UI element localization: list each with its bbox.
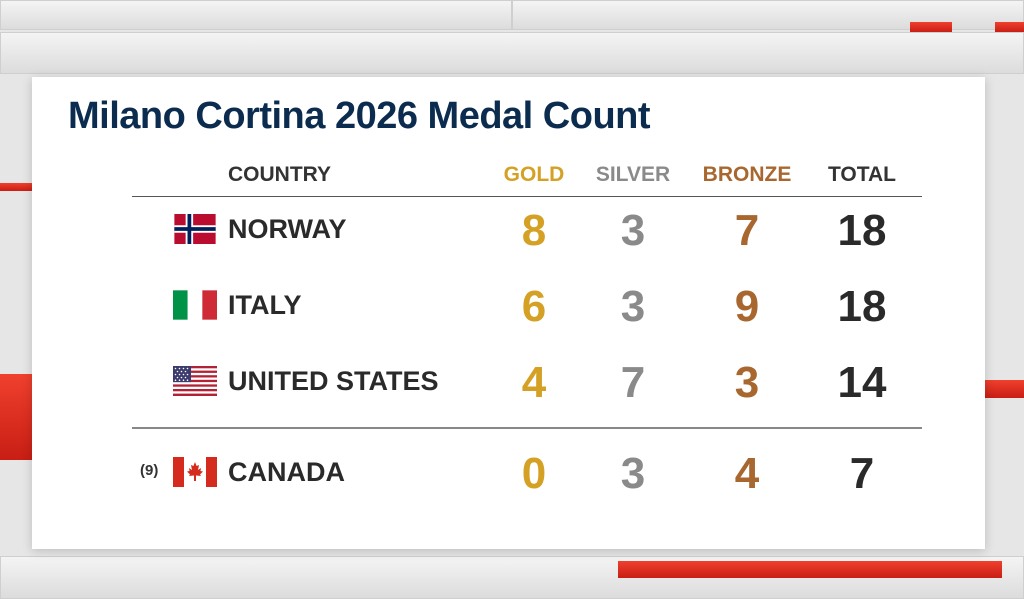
column-header-silver: SILVER — [588, 163, 678, 187]
total-count: 7 — [822, 449, 902, 499]
table-row: ITALY 6 3 9 18 — [32, 276, 985, 336]
country-name: UNITED STATES — [228, 366, 439, 397]
column-header-country: COUNTRY — [228, 163, 348, 187]
canada-flag-icon — [173, 457, 217, 487]
gold-count: 6 — [494, 282, 574, 332]
silver-count: 3 — [593, 206, 673, 256]
bronze-count: 4 — [707, 449, 787, 499]
column-header-gold: GOLD — [494, 163, 574, 187]
background-panel-top — [0, 0, 512, 30]
country-name: CANADA — [228, 457, 345, 488]
total-count: 18 — [822, 206, 902, 256]
table-row: UNITED STATES 4 7 3 14 — [32, 352, 985, 412]
section-divider — [132, 427, 922, 429]
background-panel-band — [0, 32, 1024, 74]
total-count: 14 — [822, 358, 902, 408]
usa-flag-icon — [173, 366, 217, 396]
total-count: 18 — [822, 282, 902, 332]
header-divider — [132, 196, 922, 197]
silver-count: 7 — [593, 358, 673, 408]
norway-flag-icon — [173, 214, 217, 244]
gold-count: 8 — [494, 206, 574, 256]
bronze-count: 3 — [707, 358, 787, 408]
country-name: ITALY — [228, 290, 302, 321]
table-row: (9) CANADA 0 3 4 7 — [32, 443, 985, 503]
background-red-accent — [985, 380, 1024, 398]
page-title: Milano Cortina 2026 Medal Count — [68, 95, 650, 138]
gold-count: 4 — [494, 358, 574, 408]
bronze-count: 9 — [707, 282, 787, 332]
table-row: NORWAY 8 3 7 18 — [32, 200, 985, 260]
silver-count: 3 — [593, 282, 673, 332]
gold-count: 0 — [494, 449, 574, 499]
bronze-count: 7 — [707, 206, 787, 256]
medal-count-card: Milano Cortina 2026 Medal Count COUNTRY … — [32, 77, 985, 549]
background-red-accent — [0, 183, 32, 191]
italy-flag-icon — [173, 290, 217, 320]
country-name: NORWAY — [228, 214, 347, 245]
silver-count: 3 — [593, 449, 673, 499]
background-red-bar — [618, 561, 1002, 578]
background-red-accent — [910, 22, 952, 32]
background-red-accent — [995, 22, 1024, 32]
column-header-total: TOTAL — [814, 163, 910, 187]
background-red-accent — [0, 374, 32, 460]
column-header-bronze: BRONZE — [695, 163, 799, 187]
rank-label: (9) — [140, 462, 158, 479]
